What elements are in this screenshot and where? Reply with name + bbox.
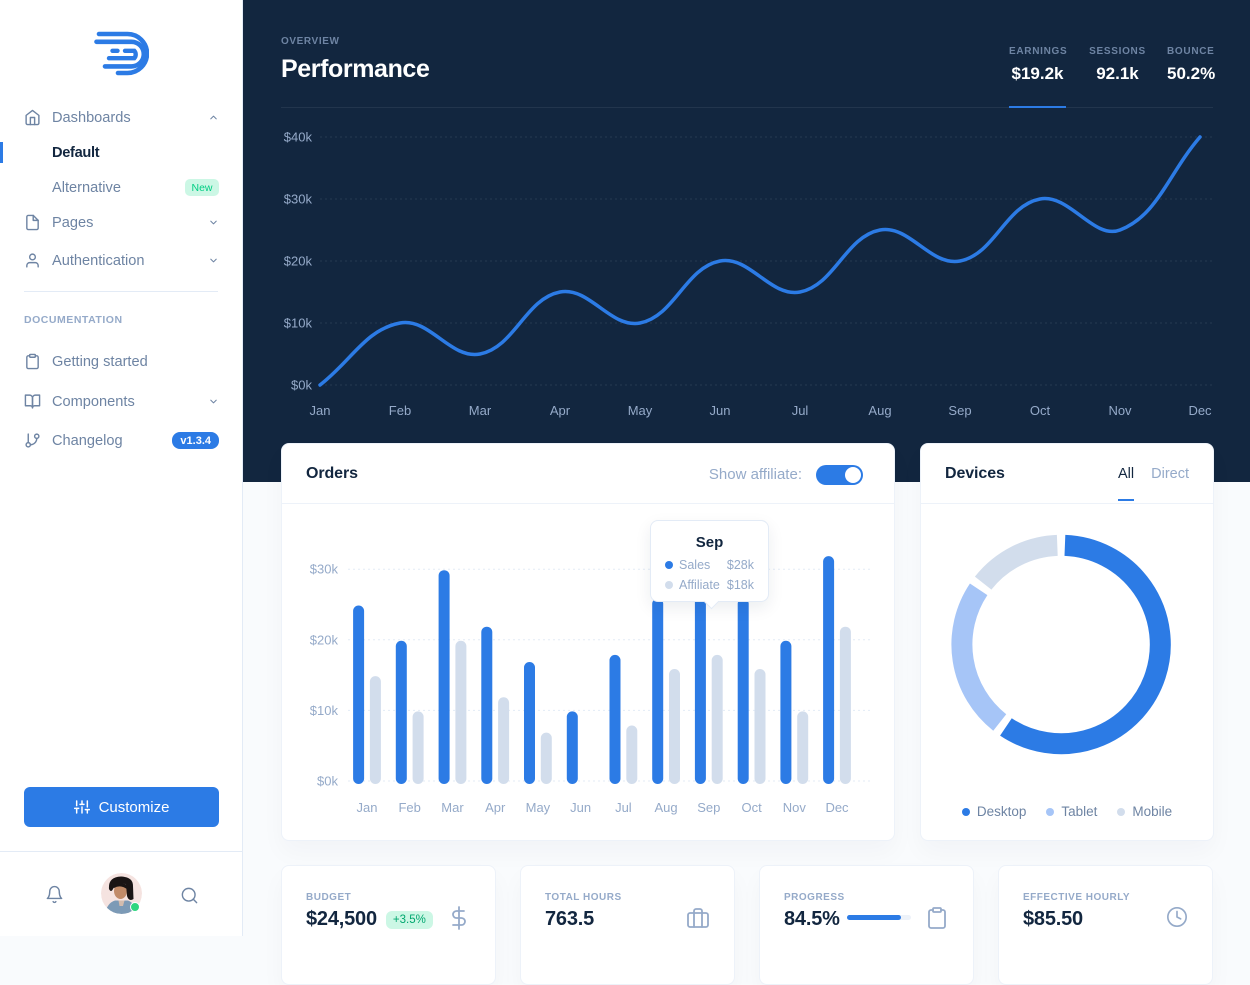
svg-text:Mar: Mar (469, 403, 492, 418)
svg-text:May: May (526, 800, 551, 815)
svg-text:Jan: Jan (310, 403, 331, 418)
svg-text:Feb: Feb (389, 403, 411, 418)
svg-text:Nov: Nov (783, 800, 807, 815)
svg-text:$0k: $0k (317, 774, 338, 789)
svg-text:Jan: Jan (357, 800, 378, 815)
svg-text:Aug: Aug (868, 403, 891, 418)
svg-text:Jul: Jul (615, 800, 632, 815)
svg-text:$20k: $20k (310, 632, 339, 647)
svg-text:Oct: Oct (1030, 403, 1051, 418)
svg-text:Apr: Apr (550, 403, 571, 418)
svg-text:Jul: Jul (792, 403, 809, 418)
svg-text:Dec: Dec (1188, 403, 1212, 418)
svg-text:$30k: $30k (284, 192, 313, 207)
svg-text:Oct: Oct (741, 800, 762, 815)
svg-text:May: May (628, 403, 653, 418)
svg-text:Mar: Mar (441, 800, 464, 815)
svg-text:Sep: Sep (697, 800, 720, 815)
svg-text:Dec: Dec (825, 800, 849, 815)
svg-text:$30k: $30k (310, 562, 339, 577)
svg-text:Sep: Sep (948, 403, 971, 418)
svg-text:$10k: $10k (284, 316, 313, 331)
svg-text:$40k: $40k (284, 130, 313, 145)
svg-text:$0k: $0k (291, 378, 312, 393)
svg-text:Apr: Apr (485, 800, 506, 815)
svg-text:Jun: Jun (710, 403, 731, 418)
svg-text:$20k: $20k (284, 254, 313, 269)
svg-text:Aug: Aug (655, 800, 678, 815)
svg-text:Nov: Nov (1108, 403, 1132, 418)
svg-text:$10k: $10k (310, 703, 339, 718)
svg-text:Feb: Feb (398, 800, 420, 815)
svg-text:Jun: Jun (570, 800, 591, 815)
